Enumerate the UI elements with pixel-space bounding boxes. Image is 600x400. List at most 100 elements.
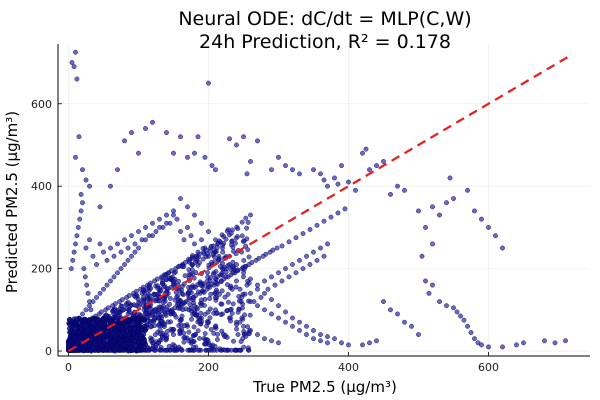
data-point: [82, 274, 88, 280]
data-point: [199, 220, 204, 226]
data-point: [207, 296, 213, 301]
data-point: [198, 310, 204, 316]
data-point: [178, 229, 183, 234]
data-point: [290, 315, 295, 321]
data-point: [148, 338, 154, 344]
data-point: [229, 238, 235, 244]
data-point: [183, 306, 189, 312]
data-point: [307, 227, 313, 232]
data-point: [297, 257, 302, 263]
data-point: [451, 196, 456, 202]
data-point: [214, 337, 220, 342]
data-point: [185, 347, 191, 353]
data-point: [265, 286, 271, 292]
data-point: [125, 245, 131, 251]
data-point: [286, 239, 292, 245]
data-point: [97, 241, 103, 247]
data-point: [151, 307, 157, 313]
data-point: [241, 274, 246, 280]
data-point: [360, 342, 365, 348]
data-point: [178, 322, 184, 327]
data-point: [188, 233, 194, 239]
data-point: [486, 224, 491, 230]
reference-line: [67, 53, 574, 353]
data-point: [152, 332, 158, 338]
data-point: [126, 346, 132, 351]
data-point: [542, 338, 547, 344]
data-point: [255, 138, 260, 144]
data-point: [205, 337, 211, 343]
data-point: [493, 233, 498, 239]
data-point: [160, 224, 166, 230]
data-point: [205, 274, 211, 280]
data-point: [77, 216, 83, 222]
data-point: [235, 226, 241, 231]
data-point: [164, 307, 170, 313]
data-point: [203, 347, 209, 353]
tick-labels: 0 200 400 600 0 200 400 600: [31, 98, 499, 374]
data-point: [479, 342, 484, 348]
data-point: [143, 310, 149, 316]
data-point: [186, 256, 191, 262]
data-point: [444, 200, 449, 206]
data-point: [374, 163, 379, 169]
data-point: [195, 289, 201, 295]
data-point: [248, 159, 253, 164]
data-point: [227, 136, 232, 142]
data-point: [189, 262, 195, 267]
data-point: [167, 220, 173, 226]
data-point: [293, 235, 299, 241]
data-point: [201, 289, 207, 295]
data-point: [222, 294, 228, 300]
data-point: [139, 237, 145, 243]
data-point: [73, 241, 78, 247]
data-point: [67, 337, 73, 343]
data-point: [263, 251, 269, 257]
data-point: [88, 337, 94, 343]
data-point: [207, 248, 213, 254]
data-point: [279, 278, 285, 284]
data-point: [335, 181, 341, 187]
data-point: [241, 257, 247, 263]
data-point: [258, 295, 264, 300]
data-point: [205, 270, 211, 276]
data-point: [269, 167, 274, 173]
data-point: [374, 338, 379, 344]
data-point: [178, 134, 183, 140]
data-point: [135, 339, 141, 345]
data-point: [218, 279, 224, 285]
data-point: [197, 336, 203, 341]
data-point: [206, 342, 212, 348]
data-point: [165, 319, 171, 325]
data-point: [217, 346, 223, 352]
data-point: [126, 292, 132, 298]
data-point: [423, 278, 428, 284]
data-point: [276, 315, 281, 321]
data-point: [97, 204, 103, 210]
data-point: [75, 340, 81, 346]
data-point: [143, 327, 148, 333]
data-point: [233, 235, 239, 241]
data-point: [97, 290, 103, 296]
data-point: [521, 340, 526, 346]
data-point: [230, 244, 236, 250]
data-point: [164, 347, 170, 353]
data-point: [126, 317, 132, 323]
data-point: [229, 286, 235, 292]
data-point: [177, 288, 183, 294]
data-point: [101, 286, 106, 292]
data-point: [116, 312, 122, 318]
data-point: [202, 331, 208, 337]
data-point: [169, 328, 175, 334]
data-point: [416, 208, 421, 214]
data-point: [226, 232, 232, 238]
data-point: [222, 347, 228, 353]
data-point: [115, 270, 120, 276]
data-point: [246, 254, 252, 260]
data-point: [213, 323, 219, 329]
data-point: [157, 331, 163, 337]
data-point: [458, 313, 463, 319]
data-point: [138, 333, 144, 339]
data-point: [243, 215, 249, 221]
data-point: [69, 60, 75, 65]
